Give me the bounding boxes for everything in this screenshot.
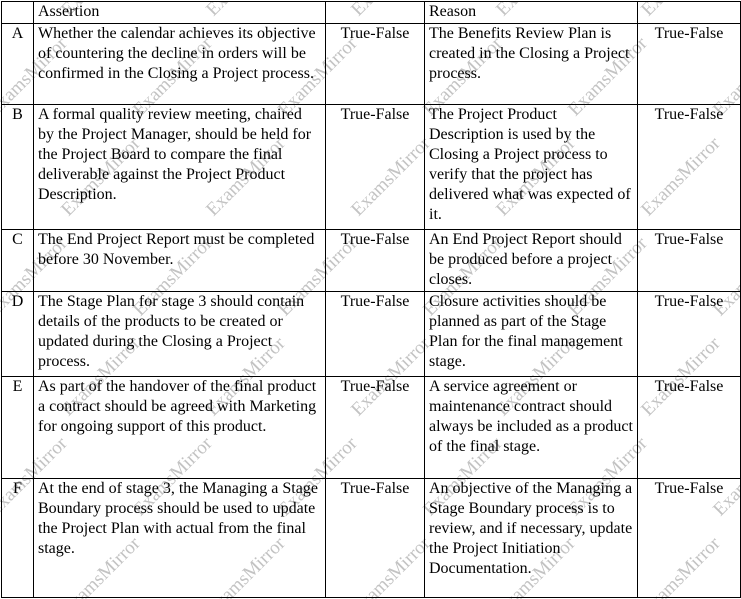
reason-cell: A service agreement or maintenance contr…: [425, 377, 638, 479]
assertion-cell: As part of the handover of the final pro…: [34, 377, 326, 479]
header-assertion-tf: [326, 2, 425, 24]
reason-cell: The Project Product Description is used …: [425, 105, 638, 230]
reason-cell: The Benefits Review Plan is created in t…: [425, 24, 638, 105]
row-letter: C: [2, 230, 34, 292]
assertion-truefalse-cell: True-False: [326, 105, 425, 230]
row-letter: F: [2, 479, 34, 598]
table-row-c: C The End Project Report must be complet…: [2, 230, 741, 292]
table-row-a: A Whether the calendar achieves its obje…: [2, 24, 741, 105]
row-letter: A: [2, 24, 34, 105]
header-reason: Reason: [425, 2, 638, 24]
reason-truefalse-cell: True-False: [638, 377, 741, 479]
header-assertion: Assertion: [34, 2, 326, 24]
assertion-truefalse-cell: True-False: [326, 292, 425, 377]
assertion-truefalse-cell: True-False: [326, 24, 425, 105]
table-row-b: B A formal quality review meeting, chair…: [2, 105, 741, 230]
reason-cell: An End Project Report should be produced…: [425, 230, 638, 292]
header-row: Assertion Reason: [2, 2, 741, 24]
assertion-truefalse-cell: True-False: [326, 377, 425, 479]
assertion-cell: Whether the calendar achieves its object…: [34, 24, 326, 105]
reason-truefalse-cell: True-False: [638, 105, 741, 230]
assertion-cell: The End Project Report must be completed…: [34, 230, 326, 292]
assertion-truefalse-cell: True-False: [326, 230, 425, 292]
row-letter: E: [2, 377, 34, 479]
reason-truefalse-cell: True-False: [638, 292, 741, 377]
reason-cell: An objective of the Managing a Stage Bou…: [425, 479, 638, 598]
reason-truefalse-cell: True-False: [638, 479, 741, 598]
header-reason-tf: [638, 2, 741, 24]
reason-truefalse-cell: True-False: [638, 24, 741, 105]
assertion-cell: A formal quality review meeting, chaired…: [34, 105, 326, 230]
reason-truefalse-cell: True-False: [638, 230, 741, 292]
header-letter: [2, 2, 34, 24]
table-row-f: F At the end of stage 3, the Managing a …: [2, 479, 741, 598]
assertion-truefalse-cell: True-False: [326, 479, 425, 598]
assertion-cell: At the end of stage 3, the Managing a St…: [34, 479, 326, 598]
assertion-cell: The Stage Plan for stage 3 should contai…: [34, 292, 326, 377]
reason-cell: Closure activities should be planned as …: [425, 292, 638, 377]
row-letter: B: [2, 105, 34, 230]
table-row-e: E As part of the handover of the final p…: [2, 377, 741, 479]
row-letter: D: [2, 292, 34, 377]
table-row-d: D The Stage Plan for stage 3 should cont…: [2, 292, 741, 377]
